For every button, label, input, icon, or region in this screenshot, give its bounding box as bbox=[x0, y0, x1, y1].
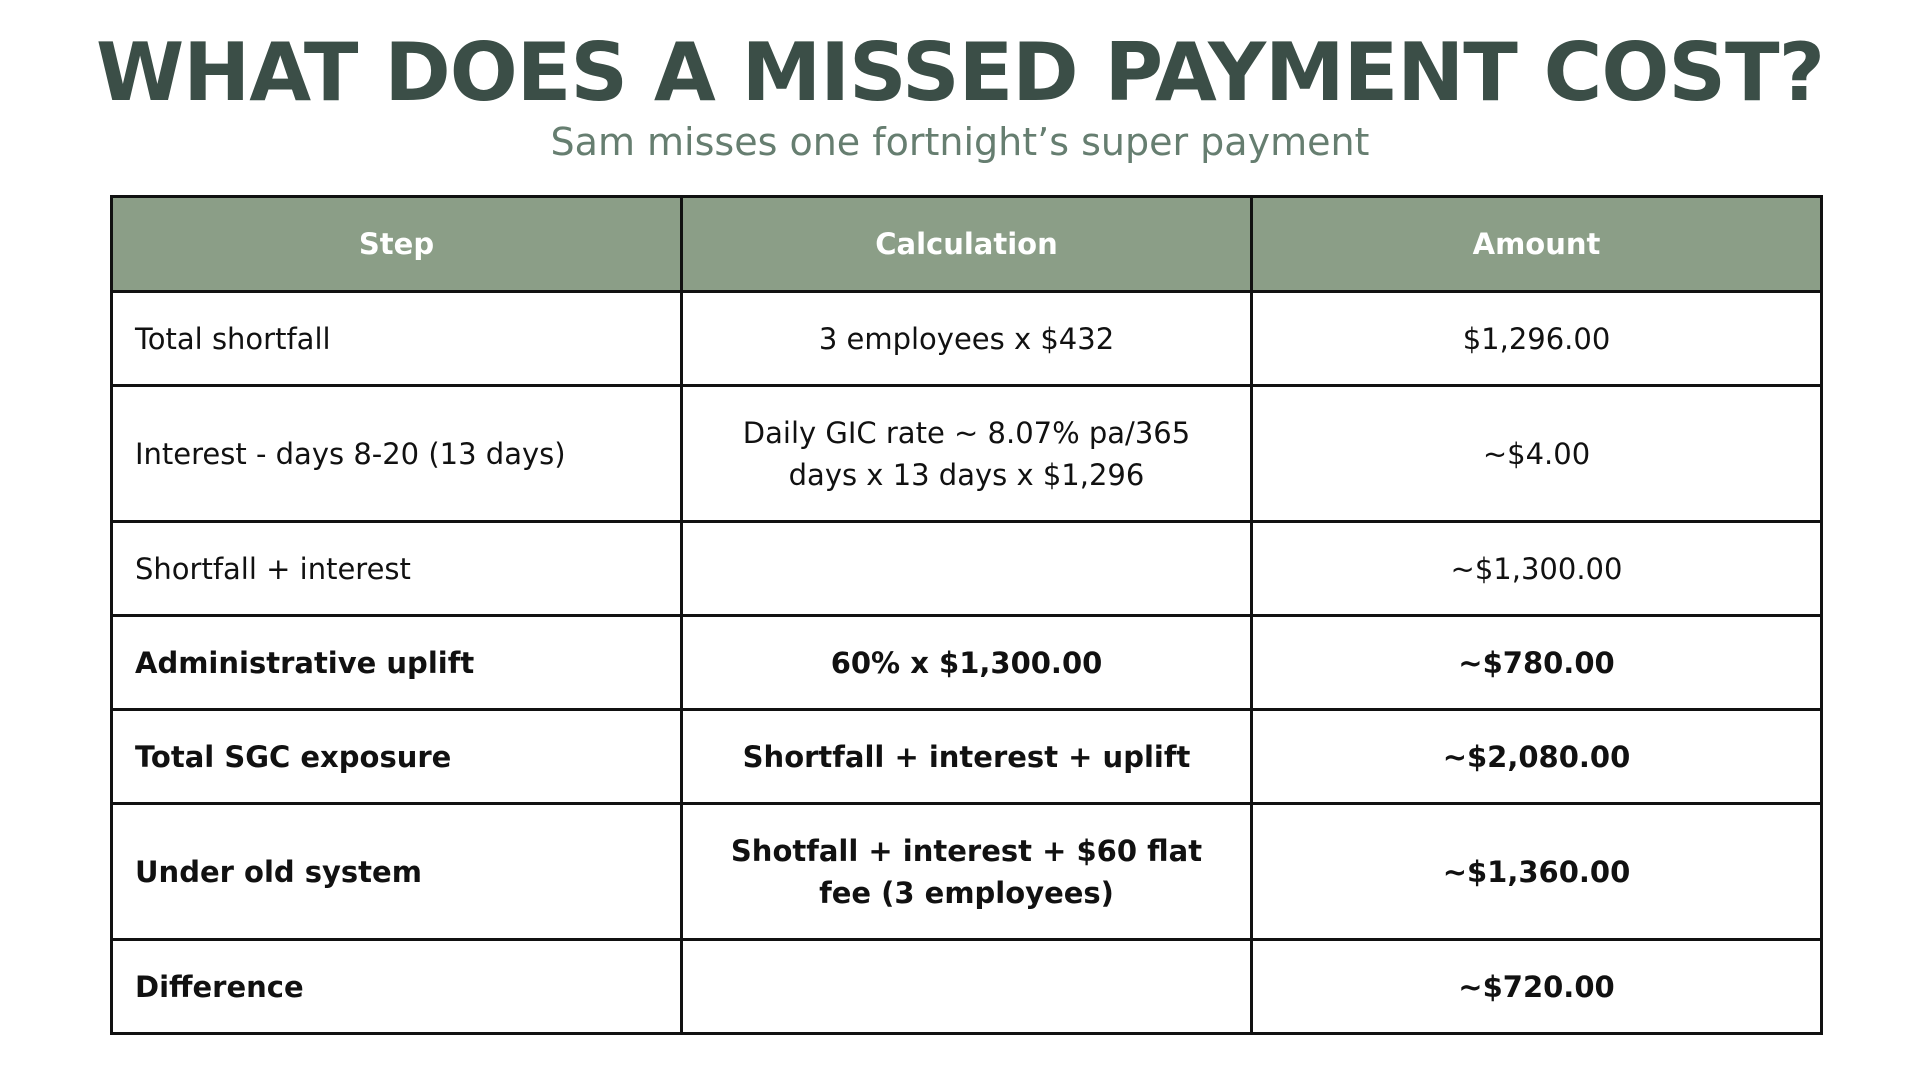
page-subtitle: Sam misses one fortnight’s super payment bbox=[550, 120, 1370, 164]
table-row: Total SGC exposure Shortfall + interest … bbox=[110, 708, 1823, 805]
amount-cell: ~$1,360.00 bbox=[1250, 802, 1823, 941]
column-header-step: Step bbox=[110, 195, 683, 293]
calculation-cell: Shortfall + interest + uplift bbox=[680, 708, 1253, 805]
calculation-cell bbox=[680, 938, 1253, 1035]
table-row: Total shortfall 3 employees x $432 $1,29… bbox=[110, 290, 1823, 387]
amount-cell: ~$720.00 bbox=[1250, 938, 1823, 1035]
amount-cell: ~$2,080.00 bbox=[1250, 708, 1823, 805]
table-header-row: Step Calculation Amount bbox=[110, 195, 1823, 293]
amount-cell: ~$4.00 bbox=[1250, 384, 1823, 523]
cost-table: Step Calculation Amount Total shortfall … bbox=[110, 195, 1823, 1035]
calculation-cell: Daily GIC rate ~ 8.07% pa/365 days x 13 … bbox=[680, 384, 1253, 523]
table-row: Difference ~$720.00 bbox=[110, 938, 1823, 1035]
page-title: WHAT DOES A MISSED PAYMENT COST? bbox=[96, 26, 1825, 119]
calculation-cell: Shotfall + interest + $60 flat fee (3 em… bbox=[680, 802, 1253, 941]
step-cell: Total shortfall bbox=[110, 290, 683, 387]
step-cell: Interest - days 8-20 (13 days) bbox=[110, 384, 683, 523]
table-row: Shortfall + interest ~$1,300.00 bbox=[110, 520, 1823, 617]
step-cell: Administrative uplift bbox=[110, 614, 683, 711]
column-header-amount: Amount bbox=[1250, 195, 1823, 293]
amount-cell: ~$780.00 bbox=[1250, 614, 1823, 711]
step-cell: Difference bbox=[110, 938, 683, 1035]
calculation-cell bbox=[680, 520, 1253, 617]
step-cell: Shortfall + interest bbox=[110, 520, 683, 617]
table-row: Administrative uplift 60% x $1,300.00 ~$… bbox=[110, 614, 1823, 711]
step-cell: Total SGC exposure bbox=[110, 708, 683, 805]
column-header-calculation: Calculation bbox=[680, 195, 1253, 293]
amount-cell: ~$1,300.00 bbox=[1250, 520, 1823, 617]
table-row: Under old system Shotfall + interest + $… bbox=[110, 802, 1823, 941]
amount-cell: $1,296.00 bbox=[1250, 290, 1823, 387]
step-cell: Under old system bbox=[110, 802, 683, 941]
calculation-cell: 3 employees x $432 bbox=[680, 290, 1253, 387]
cost-table-container: Step Calculation Amount Total shortfall … bbox=[110, 195, 1823, 1035]
table-row: Interest - days 8-20 (13 days) Daily GIC… bbox=[110, 384, 1823, 523]
calculation-cell: 60% x $1,300.00 bbox=[680, 614, 1253, 711]
